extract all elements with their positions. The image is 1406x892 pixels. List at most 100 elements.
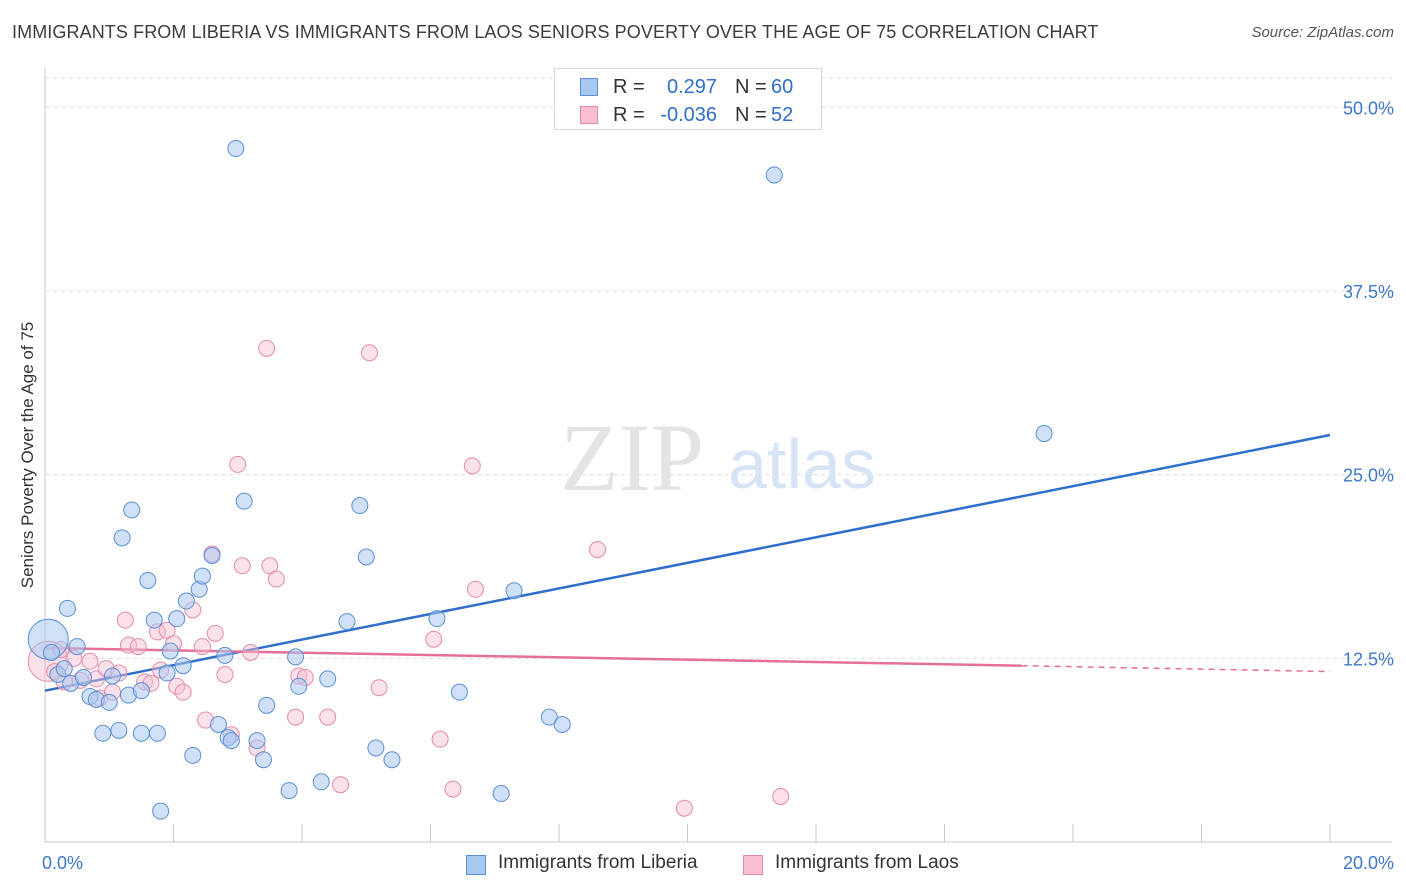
laos-point [174,683,192,701]
legend-row-laos: R = -0.036 N = 52 [555,101,823,129]
watermark-zip: ZIP [560,404,704,511]
laos-point [360,344,378,362]
laos-point [267,570,285,588]
chart-title: IMMIGRANTS FROM LIBERIA VS IMMIGRANTS FR… [12,22,1099,42]
liberia-point [254,751,272,769]
laos-point [129,638,147,656]
laos-point [216,666,234,684]
laos-point [425,630,443,648]
liberia-point [1035,425,1053,443]
y-tick-label: 37.5% [1343,282,1394,302]
liberia-point [193,567,211,585]
liberia-points [27,140,1053,820]
laos-point [258,339,276,357]
y-axis-label: Seniors Poverty Over the Age of 75 [18,321,37,589]
liberia-point [428,610,446,628]
laos-trend-line [44,646,1022,667]
laos-point [81,652,99,670]
laos-point [431,730,449,748]
liberia-swatch [580,78,598,96]
liberia-point [110,721,128,739]
liberia-point [55,660,73,678]
liberia-point [113,529,131,547]
liberia-point [203,547,221,564]
liberia-point [94,724,112,742]
liberia-point [765,166,783,184]
laos-swatch [580,106,598,124]
liberia-point [68,638,86,656]
laos-point [242,643,260,661]
laos-n-value: 52 [771,104,794,126]
liberia-point [540,708,558,726]
y-tick-label: 25.0% [1343,466,1394,486]
laos-point [466,580,484,598]
laos-point [319,708,337,726]
liberia-point [312,773,330,791]
laos-point [168,677,186,695]
laos-point [772,787,790,805]
liberia-point [553,715,571,733]
tick-labels: 12.5% 25.0% 37.5% 50.0% 0.0% 20.0% [42,98,1394,873]
liberia-point [132,682,150,700]
liberia-point [450,683,468,701]
bottom-legend-laos-swatch [743,855,763,875]
liberia-point [75,668,93,686]
y-tick-label: 12.5% [1343,649,1394,669]
laos-point [233,557,251,575]
liberia-point [100,693,118,711]
laos-point [589,541,607,559]
y-tick-label: 50.0% [1343,98,1394,118]
axes [44,68,1392,843]
liberia-point [290,677,308,695]
liberia-point [357,548,375,566]
liberia-point [58,599,76,617]
laos-trend-extension [1021,664,1331,673]
liberia-point [351,497,369,515]
correlation-legend: R = 0.297 N = 60 R = -0.036 N = 52 [554,68,822,130]
liberia-point [287,648,305,666]
laos-point [116,611,134,629]
liberia-point [161,642,179,660]
laos-r-label: R = [613,104,645,126]
liberia-point [248,732,266,750]
source-label: Source: ZipAtlas.com [1251,24,1394,41]
trend-lines [44,433,1331,692]
liberia-point [177,592,195,610]
liberia-point [148,724,166,742]
liberia-point [383,751,401,769]
watermark: ZIP atlas [560,404,876,511]
liberia-point [492,785,510,803]
legend-row-liberia: R = 0.297 N = 60 [555,73,823,101]
liberia-point [280,782,298,800]
watermark-atlas: atlas [728,425,876,503]
liberia-point [227,140,245,158]
liberia-point [174,657,192,675]
bottom-legend-liberia: Immigrants from Liberia [498,852,698,873]
liberia-point [505,582,523,600]
liberia-r-value: 0.297 [666,76,717,98]
liberia-point [139,571,157,589]
liberia-n-value: 60 [771,76,794,98]
liberia-trend-line [44,433,1331,692]
laos-point [370,679,388,697]
laos-point [332,776,350,794]
laos-point [206,624,224,642]
liberia-r-label: R = [613,76,645,98]
laos-point [675,799,693,817]
laos-r-value: -0.036 [660,104,717,126]
laos-point [287,708,305,726]
x-tick-label: 20.0% [1343,853,1394,873]
liberia-point [158,664,176,682]
liberia-point [168,610,186,628]
liberia-point [319,670,337,688]
liberia-point [209,715,227,733]
bottom-legend-laos: Immigrants from Laos [775,852,959,873]
liberia-point [123,501,141,519]
liberia-n-label: N = [735,76,767,98]
liberia-point [184,746,202,764]
liberia-point [235,492,253,510]
x-tick-label: 0.0% [42,853,83,873]
liberia-point [42,643,60,661]
liberia-point [258,696,276,714]
